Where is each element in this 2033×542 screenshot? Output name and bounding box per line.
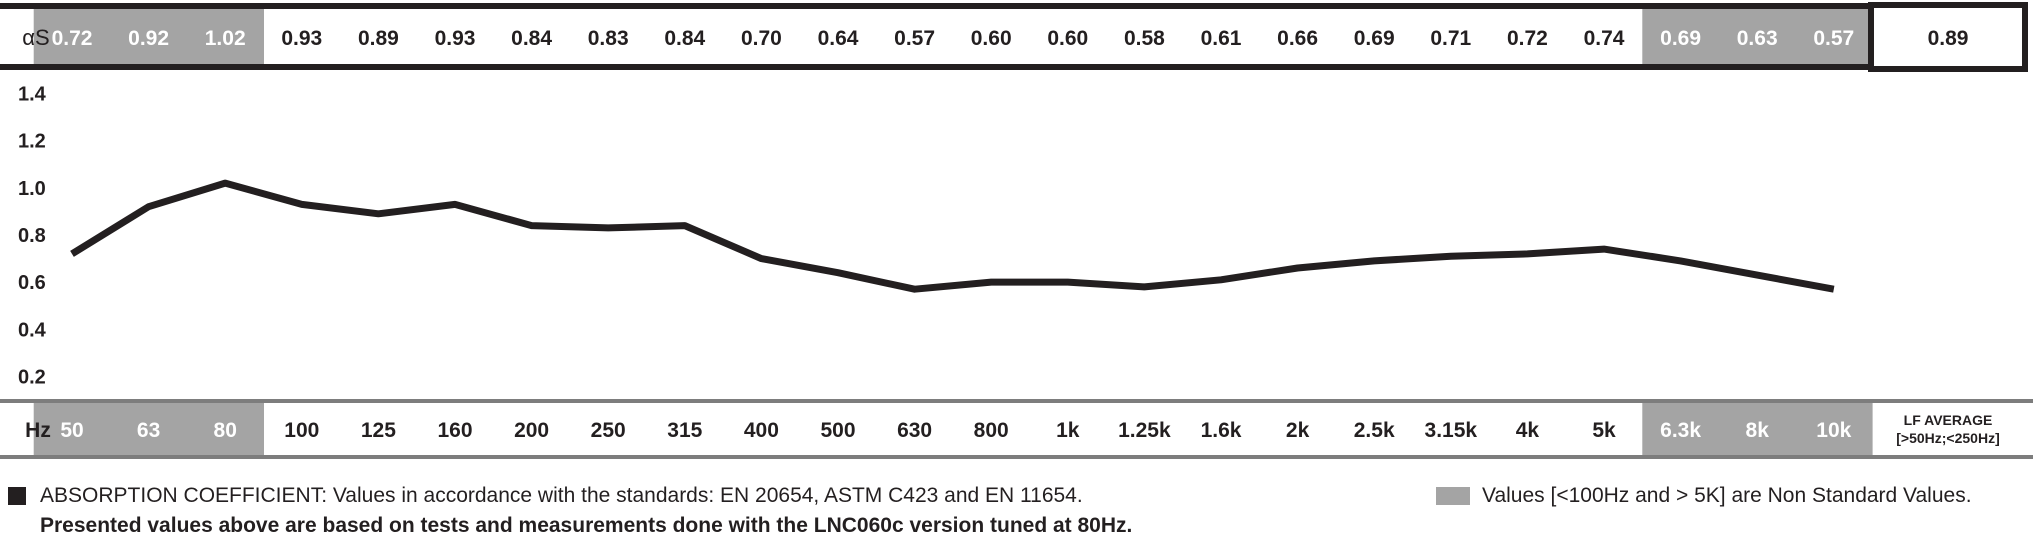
value-label: 1.02 [205,27,246,50]
value-label: 0.71 [1430,27,1471,50]
legend-non-standard: Values [<100Hz and > 5K] are Non Standar… [1436,484,1972,508]
value-label: 0.70 [741,27,782,50]
value-label: 0.89 [358,27,399,50]
y-tick-label: 0.8 [18,225,46,247]
shaded-cell-top [186,6,264,69]
frequency-label: 500 [820,419,855,442]
shaded-cell-top [110,6,188,69]
value-label: 0.72 [52,27,93,50]
value-label: 0.58 [1124,27,1165,50]
frequency-label: 6.3k [1660,419,1701,442]
value-label: 0.57 [1813,27,1854,50]
frequency-label: 400 [744,419,779,442]
frequency-label: 2.5k [1354,419,1395,442]
frequency-label: 800 [974,419,1009,442]
shaded-cell-bottom [33,401,111,457]
frequency-label: 160 [437,419,472,442]
shaded-cell-bottom [110,401,188,457]
value-label: 0.92 [128,27,169,50]
shaded-cell-bottom [1795,401,1873,457]
shaded-cell-top [33,6,111,69]
lf-average-box [1868,2,2028,72]
value-label: 0.84 [511,27,552,50]
lf-average-value: 0.89 [1928,27,1969,50]
hz-row-label: Hz [25,419,51,442]
value-label: 0.66 [1277,27,1318,50]
frequency-label: 8k [1746,419,1770,442]
alpha-s-row-label: αS [22,25,49,50]
shaded-cell-bottom [1642,401,1720,457]
y-tick-label: 1.4 [18,84,47,106]
absorption-series-line [70,179,1835,293]
frequency-label: 50 [60,419,83,442]
value-label: 0.60 [1047,27,1088,50]
value-label: 0.84 [664,27,705,50]
frequency-label: 1k [1056,419,1080,442]
value-label: 0.69 [1354,27,1395,50]
lf-average-label: LF AVERAGE [1904,412,1993,428]
test-note: Presented values above are based on test… [40,514,1133,537]
legend-line-swatch [8,487,26,505]
frequency-label: 80 [214,419,237,442]
frequency-label: 315 [667,419,702,442]
frequency-label: 200 [514,419,549,442]
y-tick-label: 1.0 [18,178,46,200]
frequency-label: 100 [284,419,319,442]
value-label: 0.74 [1584,27,1625,50]
y-tick-label: 0.4 [18,319,47,341]
shaded-cell-top [1642,6,1720,69]
frequency-label: 3.15k [1425,419,1478,442]
frequency-label: 125 [361,419,396,442]
y-tick-label: 0.2 [18,366,46,388]
value-label: 0.57 [894,27,935,50]
frequency-label: 4k [1516,419,1540,442]
frequency-label: 63 [137,419,160,442]
legend-non-standard-text: Values [<100Hz and > 5K] are Non Standar… [1482,484,1972,507]
value-label: 0.61 [1201,27,1242,50]
frequency-label: 630 [897,419,932,442]
value-label: 0.60 [971,27,1012,50]
shaded-cell-top [1795,6,1873,69]
absorption-chart: 0.89 LF AVERAGE [>50Hz;<250Hz] αS Hz 0.72 50 0.… [0,2,2033,459]
frequency-label: 2k [1286,419,1310,442]
frequency-label: 250 [591,419,626,442]
shaded-cell-bottom [1718,401,1796,457]
shaded-cell-bottom [186,401,264,457]
frequency-label: 1.6k [1201,419,1242,442]
frequency-label: 10k [1816,419,1851,442]
shaded-cell-top [1718,6,1796,69]
value-label: 0.83 [588,27,629,50]
value-label: 0.93 [281,27,322,50]
legend-shaded-swatch [1436,487,1470,505]
legend-absorption: ABSORPTION COEFFICIENT: Values in accord… [8,484,1083,508]
value-label: 0.72 [1507,27,1548,50]
frequency-label: 5k [1592,419,1616,442]
y-tick-label: 1.2 [18,131,46,153]
value-label: 0.69 [1660,27,1701,50]
frequency-label: 1.25k [1118,419,1171,442]
value-label: 0.93 [435,27,476,50]
y-tick-label: 0.6 [18,272,46,294]
legend-absorption-text: ABSORPTION COEFFICIENT: Values in accord… [40,484,1083,507]
lf-average-range: [>50Hz;<250Hz] [1896,430,2000,446]
value-label: 0.63 [1737,27,1778,50]
value-label: 0.64 [818,27,859,50]
